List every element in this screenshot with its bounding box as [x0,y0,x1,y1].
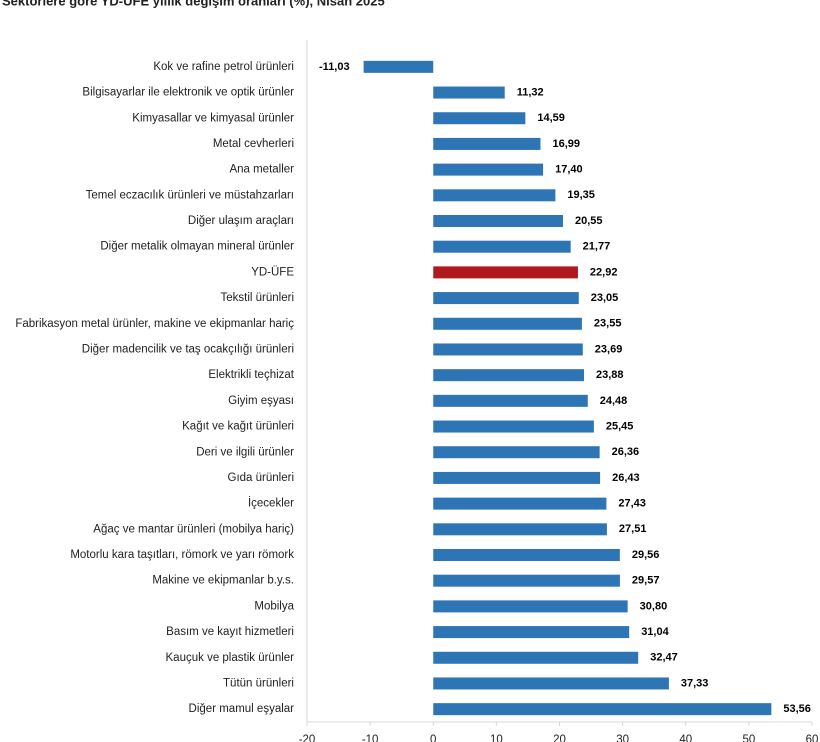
value-label: 23,69 [595,343,623,355]
value-label: -11,03 [319,61,350,73]
category-label: Diğer ulaşım araçları [188,215,294,227]
category-label: Kimyasallar ve kimyasal ürünler [132,112,294,124]
x-tick-label: 10 [490,734,503,742]
bar [433,266,578,279]
category-label: Ana metaller [229,164,294,176]
bar [433,497,607,510]
category-label: Deri ve ilgili ürünler [196,446,294,458]
value-label: 53,56 [783,703,811,715]
value-label: 31,04 [641,626,669,638]
value-label: 25,45 [606,420,634,432]
bar [433,86,505,99]
category-label: Metal cevherleri [213,138,294,150]
x-tick-label: 20 [553,734,566,742]
category-label: Ağaç ve mantar ürünleri (mobilya hariç) [93,523,294,535]
bar [433,163,544,176]
bar [433,651,639,664]
bar [433,703,772,716]
category-label: Gıda ürünleri [228,472,294,484]
value-label: 23,88 [596,369,624,381]
x-tick-label: 60 [806,734,819,742]
x-tick-label: 0 [430,734,436,742]
category-label: Kağıt ve kağıt ürünleri [182,421,294,433]
category-label: Diğer metalik olmayan mineral ürünler [100,241,294,253]
category-label: İçecekler [248,497,294,510]
x-tick-label: 50 [742,734,755,742]
value-label: 23,55 [594,318,622,330]
value-label: 19,35 [567,189,595,201]
category-label: Diğer madencilik ve taş ocakçılığı ürünl… [82,343,294,355]
bar [433,317,582,330]
bar [433,240,571,253]
value-label: 26,43 [612,472,640,484]
bar [433,626,630,639]
bar [433,574,620,587]
bar [433,677,669,690]
value-label: 11,32 [517,86,544,98]
bar [433,600,628,613]
category-label: Elektrikli teçhizat [208,369,294,381]
category-label: YD-ÜFE [251,266,294,278]
bar [433,523,607,536]
bar [433,343,583,356]
x-tick-label: 30 [616,734,629,742]
bar [433,446,600,459]
category-label: Fabrikasyon metal ürünler, makine ve eki… [15,318,294,330]
value-label: 23,05 [591,292,619,304]
value-label: 32,47 [650,652,678,664]
value-label: 37,33 [681,677,709,689]
chart-title: Sektörlere göre YD-ÜFE yıllık değişim or… [2,0,385,8]
category-label: Diğer mamul eşyalar [189,703,295,715]
bar [433,394,588,407]
bar [433,189,556,202]
category-label: Kauçuk ve plastik ürünler [166,652,295,664]
category-label: Bilgisayarlar ile elektronik ve optik ür… [82,87,294,99]
category-label: Mobilya [254,600,294,612]
value-label: 22,92 [590,266,618,278]
x-tick-label: 40 [679,734,692,742]
bar [433,137,541,150]
value-label: 21,77 [583,241,611,253]
value-label: 27,51 [619,523,647,535]
bar [433,549,620,561]
bar [433,369,584,382]
category-label: Motorlu kara taşıtları, römork ve yarı r… [70,549,294,561]
bar [433,292,579,305]
value-label: 30,80 [640,600,668,612]
bar [433,215,563,227]
value-label: 29,57 [632,575,660,587]
value-label: 14,59 [537,112,565,124]
value-label: 17,40 [555,164,583,176]
value-label: 24,48 [600,395,628,407]
x-tick-label: -10 [362,734,379,742]
value-label: 27,43 [618,498,646,510]
category-label: Temel eczacılık ürünleri ve müstahzarlar… [86,189,294,201]
bar [433,420,594,433]
x-tick-label: -20 [299,734,316,742]
category-label: Tekstil ürünleri [221,292,295,304]
category-label: Kok ve rafine petrol ürünleri [153,61,294,73]
category-label: Giyim eşyası [228,395,294,407]
value-label: 20,55 [575,215,603,227]
category-label: Makine ve ekipmanlar b.y.s. [152,575,294,587]
bar [433,471,601,484]
bar [433,112,526,125]
category-label: Basım ve kayıt hizmetleri [166,626,294,638]
value-label: 26,36 [612,446,640,458]
value-label: 16,99 [552,138,580,150]
value-label: 29,56 [632,549,660,561]
bar [363,60,434,73]
category-label: Tütün ürünleri [223,677,294,689]
